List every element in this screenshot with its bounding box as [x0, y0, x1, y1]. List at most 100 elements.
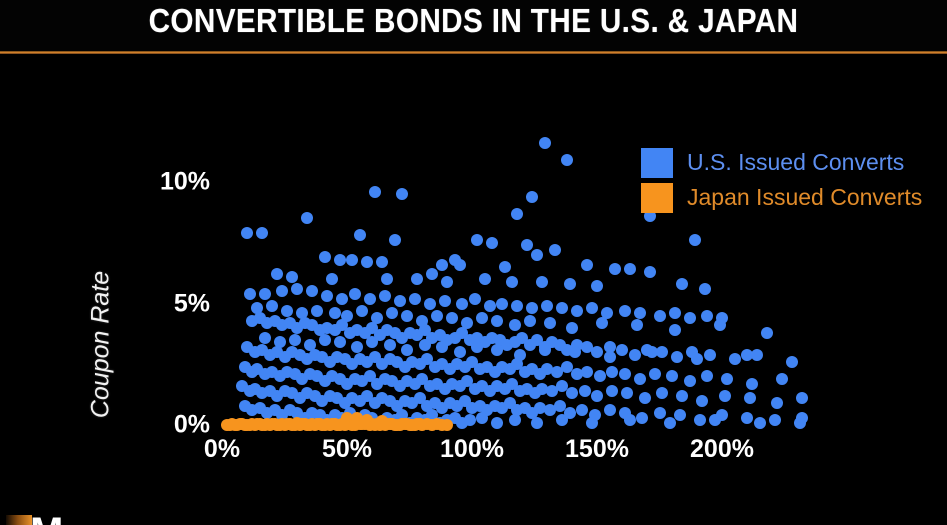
data-point	[318, 251, 331, 264]
data-point	[243, 287, 256, 300]
data-point	[286, 270, 298, 283]
y-tick-label: 0%	[173, 410, 210, 439]
data-point	[258, 287, 271, 300]
data-point	[618, 367, 631, 380]
data-point	[296, 307, 308, 320]
data-point	[581, 341, 593, 354]
data-point	[426, 268, 438, 281]
data-point	[416, 314, 428, 327]
data-point	[721, 372, 733, 385]
legend-swatch-japan-icon	[641, 182, 673, 213]
data-point	[288, 333, 301, 346]
data-point	[461, 316, 473, 329]
data-point	[321, 290, 333, 303]
data-point	[483, 299, 496, 312]
data-point	[306, 285, 318, 298]
data-point	[413, 418, 426, 431]
data-point	[338, 418, 351, 431]
data-point	[713, 319, 726, 332]
data-point	[728, 353, 741, 366]
data-point	[543, 404, 556, 417]
legend-swatch-us-icon	[641, 147, 673, 178]
data-point	[336, 292, 348, 305]
data-point	[371, 312, 383, 325]
data-point	[608, 263, 621, 276]
data-point	[676, 278, 688, 291]
data-point	[688, 234, 701, 247]
data-point	[256, 227, 268, 240]
data-point	[351, 341, 363, 354]
data-point	[471, 341, 483, 354]
data-point	[663, 416, 676, 429]
data-point	[556, 380, 568, 393]
data-point	[411, 273, 423, 286]
data-point	[701, 309, 713, 322]
data-point	[383, 338, 396, 351]
data-point	[628, 348, 641, 361]
data-point	[751, 348, 763, 361]
data-point	[553, 399, 566, 412]
data-point	[696, 394, 708, 407]
data-point	[508, 414, 521, 427]
data-point	[381, 273, 393, 286]
data-point	[603, 404, 616, 417]
data-point	[491, 343, 503, 356]
x-tick-label: 200%	[690, 435, 754, 463]
data-point	[531, 248, 543, 261]
data-point	[556, 414, 568, 427]
data-point	[378, 290, 391, 303]
legend-item-japan[interactable]: Japan Issued Converts	[641, 180, 922, 215]
data-point	[633, 372, 646, 385]
data-point	[616, 343, 628, 356]
legend-item-us[interactable]: U.S. Issued Converts	[641, 145, 922, 180]
data-point	[621, 387, 633, 400]
data-point	[676, 389, 688, 402]
y-axis-title: Coupon Rate	[86, 270, 115, 419]
data-point	[491, 314, 503, 327]
data-point	[761, 326, 773, 339]
data-point	[703, 348, 716, 361]
data-point	[476, 312, 488, 325]
data-point	[333, 336, 346, 349]
data-point	[511, 207, 523, 220]
data-point	[408, 292, 421, 305]
data-point	[446, 312, 458, 325]
y-tick-label: 5%	[173, 289, 210, 317]
data-point	[551, 365, 563, 378]
data-point	[618, 304, 631, 317]
x-tick-label: 50%	[321, 435, 373, 463]
data-point	[291, 282, 303, 295]
data-point	[388, 234, 401, 247]
data-point	[668, 324, 681, 337]
data-point	[793, 416, 806, 429]
data-point	[486, 236, 498, 249]
data-point	[506, 275, 518, 288]
data-point	[561, 154, 573, 167]
data-point	[683, 375, 696, 388]
data-point	[596, 316, 608, 329]
data-point	[341, 309, 353, 322]
data-point	[456, 297, 468, 310]
data-point	[653, 309, 666, 322]
data-point	[348, 287, 361, 300]
data-point	[453, 258, 466, 271]
data-point	[328, 307, 341, 320]
data-point	[623, 263, 636, 276]
data-point	[348, 418, 361, 431]
data-point	[743, 392, 756, 405]
data-point	[673, 409, 686, 422]
x-tick-label: 100%	[440, 435, 504, 463]
data-point	[691, 353, 703, 366]
data-point	[301, 212, 313, 225]
data-point	[633, 307, 646, 320]
data-point	[536, 382, 548, 395]
data-point	[668, 307, 681, 320]
data-point	[498, 261, 511, 274]
logo-mark: M	[30, 511, 63, 525]
data-point	[478, 273, 491, 286]
data-point	[326, 273, 338, 286]
data-point	[698, 282, 711, 295]
data-point	[656, 346, 668, 359]
data-point	[631, 319, 643, 332]
data-point	[786, 355, 798, 368]
